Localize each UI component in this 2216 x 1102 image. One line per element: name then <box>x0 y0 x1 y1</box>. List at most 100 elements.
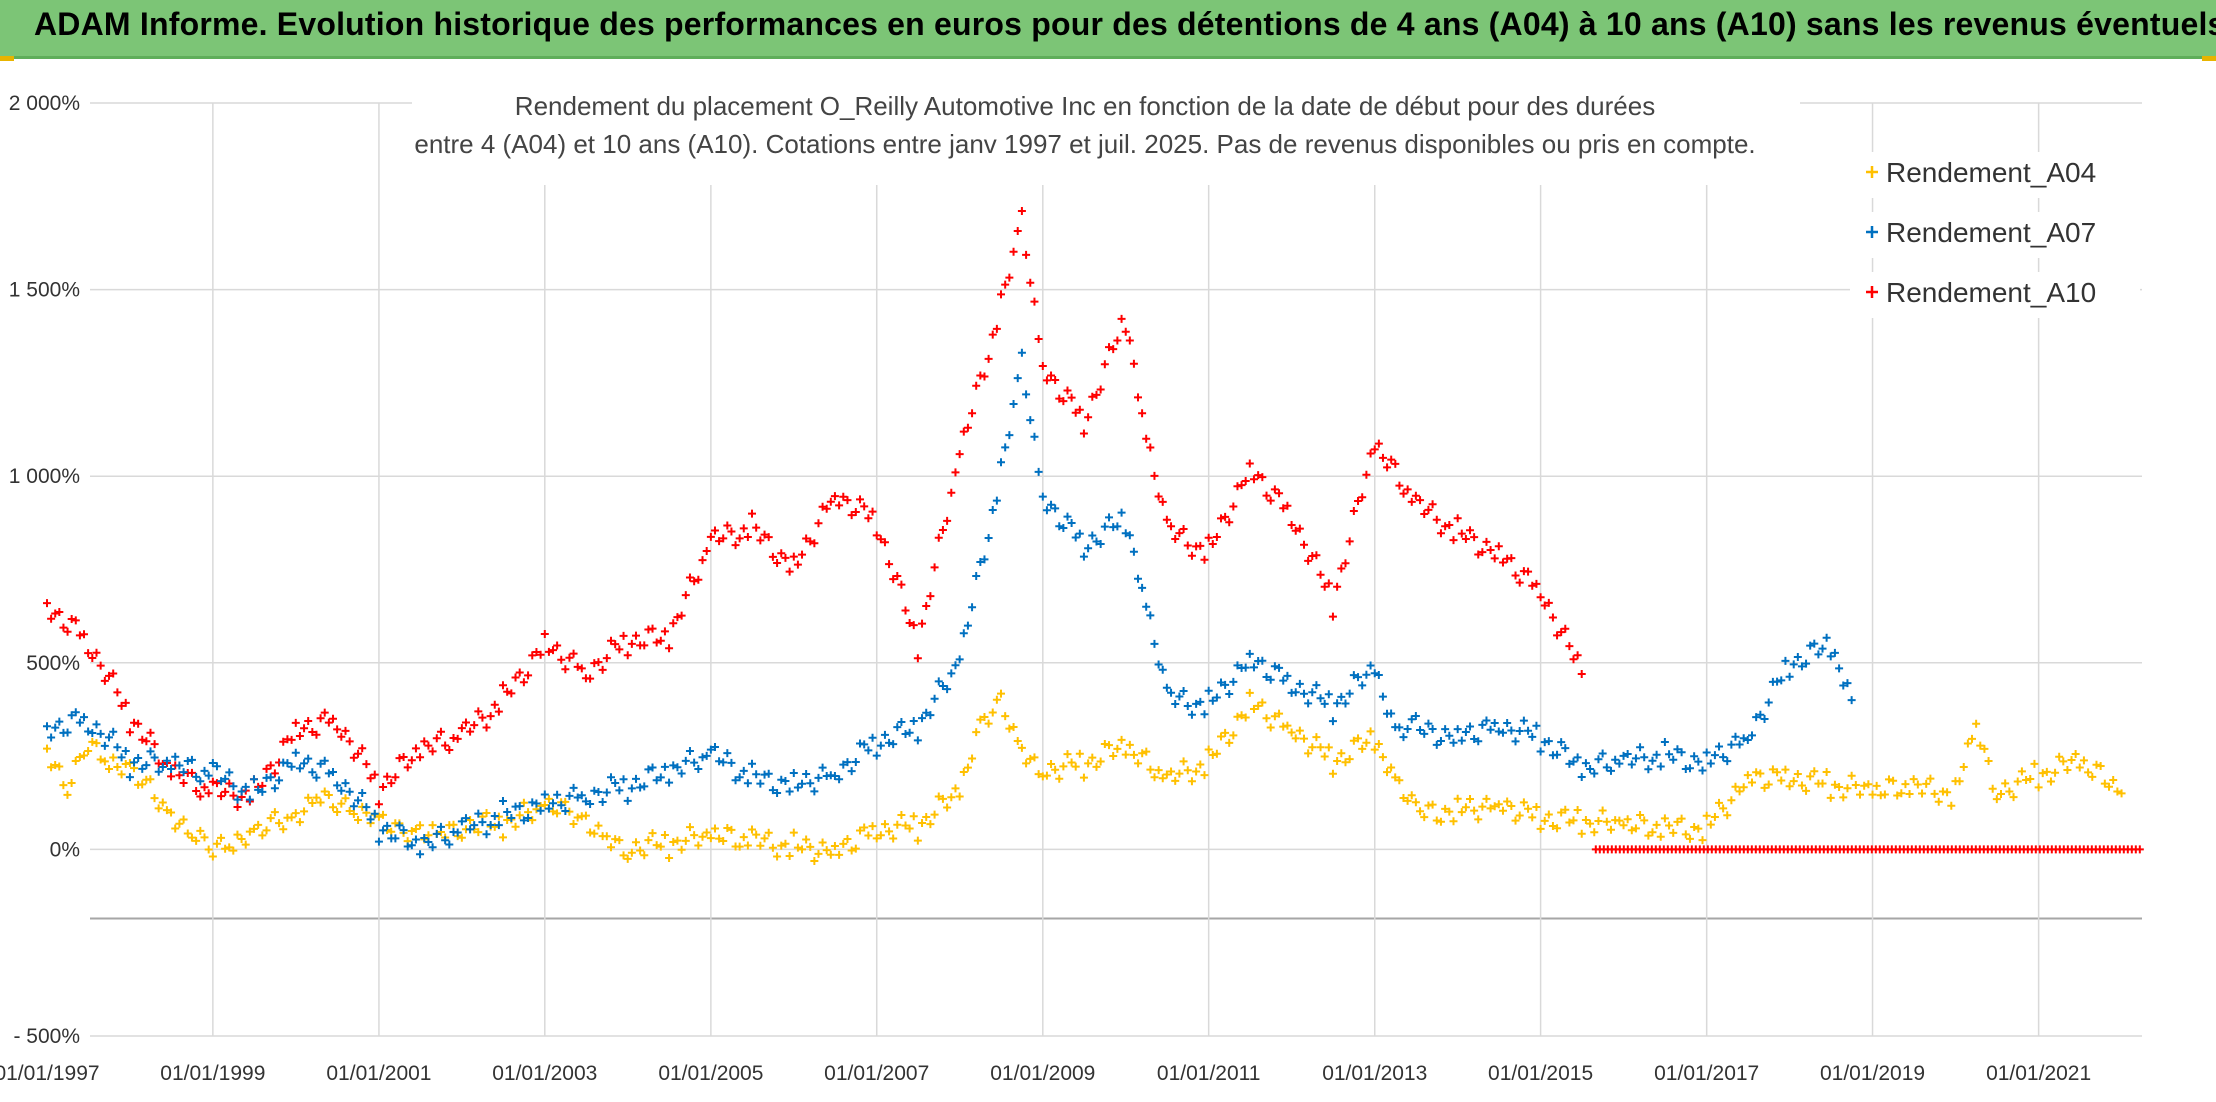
data-point-a07 <box>105 733 114 742</box>
data-point-a07 <box>1038 492 1047 501</box>
data-point-a10 <box>395 754 404 763</box>
data-point-a07 <box>1249 663 1258 672</box>
data-point-a04 <box>1984 756 1993 765</box>
data-point-a07 <box>723 749 732 758</box>
data-point-a07 <box>1656 762 1665 771</box>
data-point-a07 <box>1494 727 1503 736</box>
data-point-a07 <box>221 774 230 783</box>
data-point-a07 <box>735 773 744 782</box>
data-point-a10 <box>88 653 97 662</box>
data-point-a07 <box>1826 652 1835 661</box>
data-point-a04 <box>544 794 553 803</box>
data-point-a04 <box>150 794 159 803</box>
data-point-a04 <box>1092 762 1101 771</box>
data-point-a04 <box>1345 755 1354 764</box>
data-point-a10 <box>304 716 313 725</box>
data-point-a07 <box>245 795 254 804</box>
data-point-a04 <box>1540 816 1549 825</box>
data-point-a04 <box>92 739 101 748</box>
data-point-a04 <box>138 780 147 789</box>
data-point-a10 <box>1320 582 1329 591</box>
data-point-a07 <box>1395 723 1404 732</box>
chart-area: - 500% 0% 500% 1 000% 1 500% 2 000% 01/01/199… <box>0 91 2144 1085</box>
data-point-a04 <box>411 825 420 834</box>
data-point-a10 <box>233 803 242 812</box>
data-point-a07 <box>1461 727 1470 736</box>
data-point-a07 <box>959 629 968 638</box>
data-point-a10 <box>549 646 558 655</box>
legend-item-a10: Rendement_A10 <box>1850 272 2140 318</box>
data-point-a07 <box>1669 755 1678 764</box>
data-point-a04 <box>158 798 167 807</box>
data-point-a10 <box>113 688 122 697</box>
data-point-a07 <box>1544 737 1553 746</box>
data-point-a10 <box>959 427 968 436</box>
data-point-a10 <box>640 641 649 650</box>
data-point-a07 <box>1594 755 1603 764</box>
data-point-a04 <box>839 839 848 848</box>
data-point-a10 <box>370 770 379 779</box>
data-point-a10 <box>922 602 931 611</box>
data-point-a04 <box>1698 836 1707 845</box>
data-point-a04 <box>1017 743 1026 752</box>
data-point-a07 <box>1179 686 1188 695</box>
data-point-a04 <box>237 834 246 843</box>
legend-item-background <box>1850 212 2140 258</box>
data-point-a04 <box>1905 789 1914 798</box>
data-point-a07 <box>860 740 869 749</box>
data-point-a04 <box>1312 733 1321 742</box>
data-point-a04 <box>1175 769 1184 778</box>
data-point-a04 <box>1581 815 1590 824</box>
data-point-a07 <box>781 777 790 786</box>
data-point-a04 <box>1138 749 1147 758</box>
data-point-a10 <box>781 553 790 562</box>
data-point-a10 <box>1387 455 1396 464</box>
data-point-a04 <box>1245 688 1254 697</box>
data-point-a04 <box>698 832 707 841</box>
data-point-a07 <box>793 783 802 792</box>
data-point-a07 <box>951 661 960 670</box>
x-tick-label: 01/01/2021 <box>1986 1062 2091 1085</box>
data-point-a04 <box>2084 768 2093 777</box>
data-point-a10 <box>1125 336 1134 345</box>
data-point-a10 <box>208 777 217 786</box>
data-point-a04 <box>146 775 155 784</box>
data-point-a07 <box>1142 602 1151 611</box>
data-point-a07 <box>1685 764 1694 773</box>
data-point-a04 <box>727 825 736 834</box>
data-point-a10 <box>519 678 528 687</box>
data-point-a04 <box>1162 770 1171 779</box>
data-point-a04 <box>1839 793 1848 802</box>
data-point-a04 <box>665 853 674 862</box>
data-point-a10 <box>652 638 661 647</box>
legend-item-a04: Rendement_A04 <box>1850 152 2140 198</box>
data-point-a10 <box>1399 489 1408 498</box>
data-point-a07 <box>1470 734 1479 743</box>
data-point-a10 <box>627 639 636 648</box>
data-point-a10 <box>1113 336 1122 345</box>
data-point-a07 <box>594 788 603 797</box>
data-point-a10 <box>1349 506 1358 515</box>
data-point-a07 <box>1569 757 1578 766</box>
data-point-a07 <box>142 761 151 770</box>
data-point-a10 <box>1067 393 1076 402</box>
data-point-a10 <box>694 575 703 584</box>
data-point-a04 <box>623 854 632 863</box>
data-point-a07 <box>130 758 139 767</box>
data-point-a07 <box>1407 715 1416 724</box>
data-point-a10 <box>1129 359 1138 368</box>
data-point-a04 <box>860 823 869 832</box>
data-point-a10 <box>739 524 748 533</box>
data-point-a04 <box>943 803 952 812</box>
data-point-a04 <box>830 842 839 851</box>
data-point-a04 <box>1997 789 2005 798</box>
data-point-a04 <box>1669 828 1678 837</box>
data-point-a07 <box>1432 740 1441 749</box>
data-point-a10 <box>735 534 744 543</box>
data-point-a04 <box>1702 811 1711 820</box>
data-point-a04 <box>1441 804 1450 813</box>
data-point-a07 <box>810 787 819 796</box>
data-point-a07 <box>905 728 914 737</box>
data-point-a10 <box>1001 280 1010 289</box>
data-point-a04 <box>1262 714 1271 723</box>
